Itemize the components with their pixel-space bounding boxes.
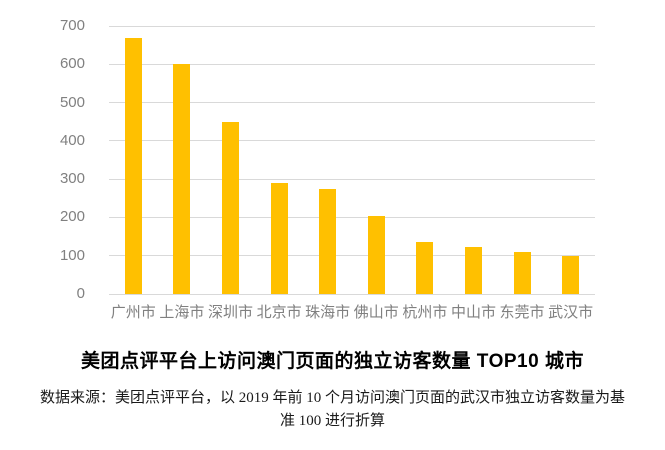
- bar-北京市: [270, 182, 288, 294]
- y-axis-tick-label: 500: [59, 93, 85, 111]
- gridline: [109, 178, 595, 180]
- x-axis-label: 东莞市: [499, 304, 545, 321]
- data-source-note-line1: 数据来源：美团点评平台，以 2019 年前 10 个月访问澳门页面的武汉市独立访…: [39, 390, 625, 406]
- bars-row: [109, 26, 595, 294]
- x-axis-label: 上海市: [159, 304, 205, 321]
- bar-slot: [401, 26, 450, 294]
- x-axis-labels: 广州市 上海市 深圳市 北京市 珠海市 佛山市 杭州市 中山市 东莞市 武汉市: [109, 301, 595, 322]
- bar-深圳市: [221, 122, 239, 294]
- bar-东莞市: [513, 251, 531, 294]
- bar-珠海市: [319, 189, 337, 294]
- x-axis-label: 深圳市: [207, 304, 253, 321]
- bar-slot: [449, 26, 498, 294]
- y-axis: 0 100 200 300 400 500 600 700: [25, 17, 85, 302]
- x-axis-label: 北京市: [256, 304, 302, 321]
- x-axis-label: 广州市: [110, 304, 156, 321]
- y-axis-tick-label: 400: [59, 131, 85, 149]
- gridline: [109, 63, 595, 65]
- plot-area: [109, 25, 595, 295]
- x-axis-label: 珠海市: [305, 304, 351, 321]
- chart-title: 美团点评平台上访问澳门页面的独立访客数量 TOP10 城市: [81, 351, 584, 372]
- gridline: [109, 140, 595, 142]
- gridline: [109, 216, 595, 218]
- y-axis-tick-label: 200: [59, 208, 85, 226]
- gridline: [109, 293, 595, 295]
- y-axis-tick-label: 100: [59, 246, 85, 264]
- y-axis-tick-label: 0: [76, 285, 85, 302]
- bar-slot: [352, 26, 401, 294]
- bar-slot: [255, 26, 304, 294]
- bar-slot: [303, 26, 352, 294]
- data-source-note-line2: 准 100 进行折算: [279, 413, 385, 429]
- bar-广州市: [124, 37, 142, 294]
- x-axis-label: 中山市: [450, 304, 496, 321]
- bar-slot: [546, 26, 595, 294]
- y-axis-tick-label: 300: [59, 170, 85, 188]
- bar-slot: [206, 26, 255, 294]
- bar-slot: [498, 26, 547, 294]
- bar-武汉市: [562, 255, 580, 294]
- x-axis-label: 佛山市: [353, 304, 399, 321]
- bar-杭州市: [416, 242, 434, 294]
- bar-slot: [109, 26, 158, 294]
- data-source-note: 数据来源：美团点评平台，以 2019 年前 10 个月访问澳门页面的武汉市独立访…: [0, 387, 665, 433]
- gridline: [109, 255, 595, 257]
- x-axis-label: 杭州市: [402, 304, 448, 321]
- x-axis-label: 武汉市: [548, 304, 594, 321]
- bar-佛山市: [367, 216, 385, 294]
- y-axis-tick-label: 600: [59, 55, 85, 73]
- bar-上海市: [173, 64, 191, 294]
- gridline: [109, 25, 595, 27]
- bar-中山市: [464, 246, 482, 294]
- y-axis-tick-label: 700: [59, 17, 85, 34]
- bar-slot: [158, 26, 207, 294]
- gridline: [109, 102, 595, 104]
